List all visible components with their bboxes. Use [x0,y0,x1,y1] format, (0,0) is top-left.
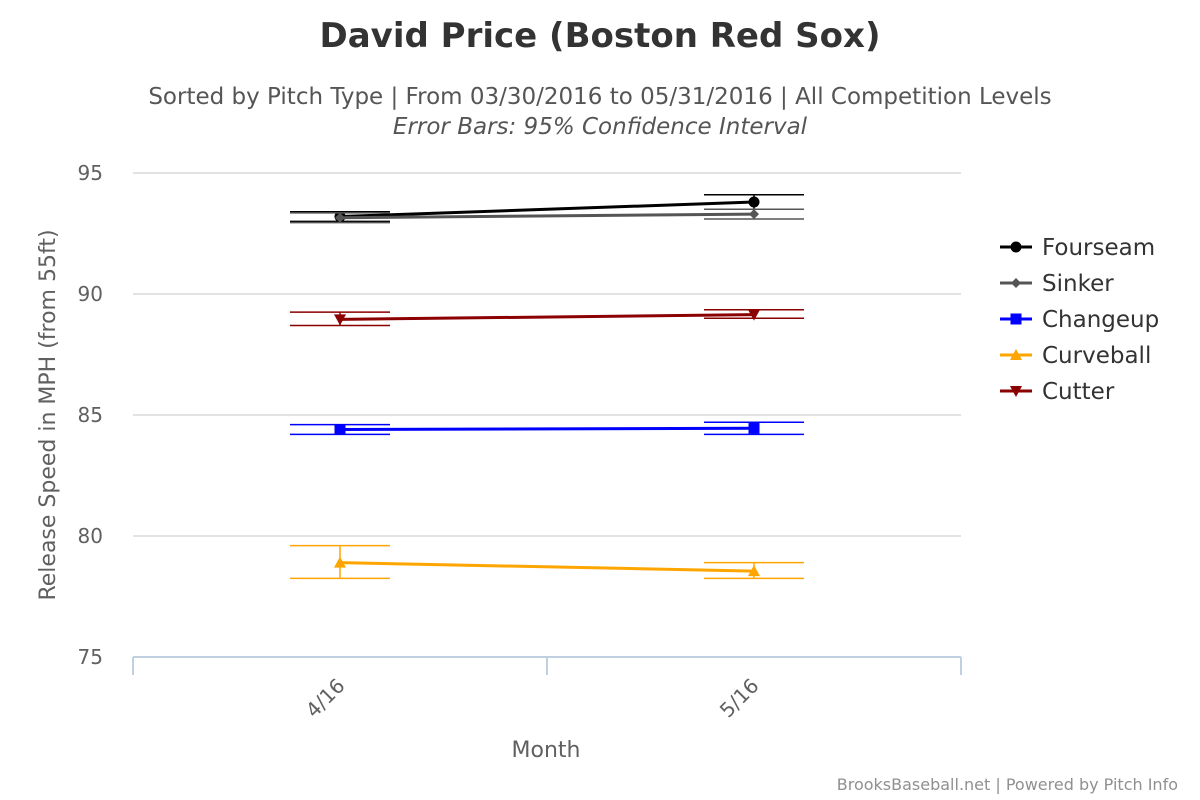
legend-label: Curveball [1042,343,1151,369]
curveball-point [748,565,760,577]
legend-item-sinker[interactable]: Sinker [1000,271,1114,297]
x-axis: 4/16 5/16 [132,656,962,723]
cutter-point [334,314,346,326]
legend-marker [1010,386,1022,397]
cutter-line [339,313,755,321]
y-axis-ticks: 95 90 85 80 75 [78,161,103,669]
grid [133,172,961,537]
y-axis-label: Release Speed in MPH (from 55ft) [36,229,61,600]
y-tick-label: 80 [78,524,103,548]
legend-marker [1010,349,1022,360]
legend-item-changeup[interactable]: Changeup [1000,307,1159,333]
changeup-line [339,426,755,432]
legend-label: Changeup [1042,307,1159,333]
x-axis-label: Month [512,738,581,763]
legend-label: Sinker [1042,271,1114,297]
series-sinker [290,208,804,224]
sinker-line [339,212,755,220]
x-tick-label: 5/16 [715,674,764,723]
credit-text[interactable]: BrooksBaseball.net | Powered by Pitch In… [837,775,1178,794]
series-changeup [290,421,804,436]
legend: Fourseam Sinker Changeup Curveball Cutter [1000,235,1159,405]
fourseam-line [339,200,755,219]
curveball-point [334,556,346,568]
series-cutter [290,308,804,327]
curveball-line [339,561,755,573]
cutter-point [748,309,760,321]
legend-marker [1011,278,1021,288]
chart-subtitle: Sorted by Pitch Type | From 03/30/2016 t… [148,84,1051,110]
sinker-point [749,209,759,220]
legend-item-fourseam[interactable]: Fourseam [1000,235,1155,261]
legend-label: Fourseam [1042,235,1155,261]
changeup-point [334,424,346,436]
legend-item-curveball[interactable]: Curveball [1000,343,1151,369]
series-curveball [290,544,804,580]
y-tick-label: 75 [78,645,103,669]
legend-item-cutter[interactable]: Cutter [1000,379,1115,405]
chart-subtitle-error-bars: Error Bars: 95% Confidence Interval [393,114,808,140]
y-tick-label: 85 [78,403,103,427]
legend-marker [1010,241,1022,253]
y-tick-label: 90 [78,282,103,306]
legend-label: Cutter [1042,379,1115,405]
chart-title: David Price (Boston Red Sox) [320,16,881,56]
changeup-point [748,422,760,434]
sinker-point [335,212,345,223]
y-tick-label: 95 [78,161,103,185]
x-tick-label: 4/16 [301,674,350,723]
legend-marker [1010,313,1022,325]
fourseam-point [748,196,760,208]
plot-area [290,194,804,580]
